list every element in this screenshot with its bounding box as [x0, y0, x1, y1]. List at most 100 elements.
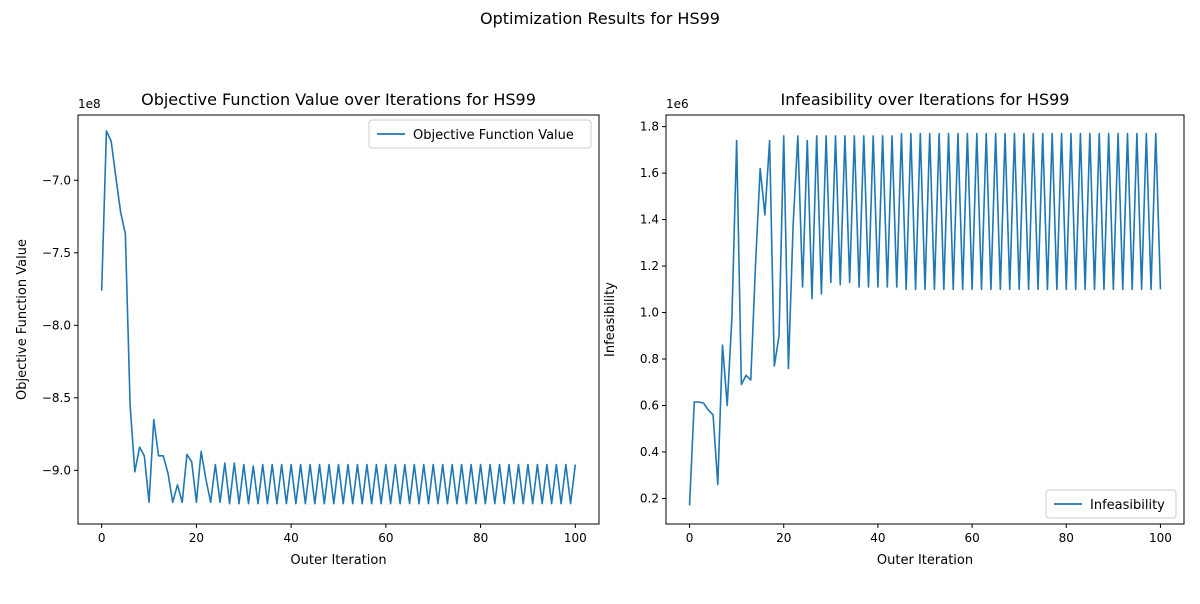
x-tick-label: 0 — [686, 531, 694, 545]
data-point — [480, 464, 482, 466]
data-point — [271, 464, 273, 466]
data-point — [863, 135, 865, 137]
data-point — [357, 464, 359, 466]
data-point — [835, 135, 837, 137]
data-point — [110, 140, 112, 142]
x-tick-label: 0 — [98, 531, 106, 545]
data-point — [1009, 288, 1011, 290]
data-point — [376, 464, 378, 466]
data-point — [712, 414, 714, 416]
data-point — [418, 503, 420, 505]
data-point — [167, 472, 169, 474]
data-point — [380, 503, 382, 505]
data-point — [854, 135, 856, 137]
series-line — [100, 130, 577, 505]
data-point — [891, 135, 893, 137]
data-point — [943, 288, 945, 290]
data-point — [148, 501, 150, 503]
data-point — [844, 135, 846, 137]
data-point — [428, 503, 430, 505]
data-point — [882, 135, 884, 137]
data-point — [1117, 133, 1119, 135]
axes-frame — [77, 114, 600, 525]
data-point — [934, 288, 936, 290]
data-point — [952, 288, 954, 290]
data-point — [887, 286, 889, 288]
data-point — [546, 464, 548, 466]
data-point — [1023, 133, 1025, 135]
data-point — [1028, 288, 1030, 290]
y-axis-label: Infeasibility — [603, 282, 618, 357]
data-point — [134, 471, 136, 473]
data-point — [494, 503, 496, 505]
data-point — [1070, 133, 1072, 135]
data-point — [200, 451, 202, 453]
data-point — [726, 405, 728, 407]
y-tick-label: −8.5 — [42, 391, 71, 405]
data-point — [755, 265, 757, 267]
data-point — [915, 288, 917, 290]
data-point — [570, 503, 572, 505]
y-tick-label: 1.8 — [640, 120, 659, 134]
data-point — [451, 464, 453, 466]
x-tick-label: 20 — [776, 531, 791, 545]
data-point — [243, 464, 245, 466]
data-point — [470, 464, 472, 466]
data-point — [1037, 288, 1039, 290]
data-point — [689, 505, 691, 507]
data-point — [985, 133, 987, 135]
data-point — [172, 501, 174, 503]
data-point — [447, 503, 449, 505]
data-point — [1141, 288, 1143, 290]
data-point — [333, 503, 335, 505]
data-point — [802, 286, 804, 288]
data-point — [783, 135, 785, 137]
data-point — [532, 503, 534, 505]
data-point — [957, 133, 959, 135]
data-point — [210, 501, 212, 503]
data-point — [741, 384, 743, 386]
data-point — [181, 501, 183, 503]
data-point — [499, 464, 501, 466]
data-point — [234, 462, 236, 464]
data-point — [830, 282, 832, 284]
data-point — [990, 288, 992, 290]
data-point — [1018, 288, 1020, 290]
data-point — [995, 133, 997, 135]
data-point — [342, 503, 344, 505]
data-point — [948, 133, 950, 135]
data-point — [229, 503, 231, 505]
data-point — [409, 503, 411, 505]
chart-title: Infeasibility over Iterations for HS99 — [781, 90, 1070, 109]
data-point — [205, 478, 207, 480]
data-point — [432, 464, 434, 466]
data-point — [872, 135, 874, 137]
data-point — [858, 286, 860, 288]
y-tick-label: 0.8 — [640, 352, 659, 366]
series-line — [688, 132, 1162, 506]
data-point — [981, 288, 983, 290]
data-point — [929, 133, 931, 135]
data-point — [139, 446, 141, 448]
data-point — [1150, 288, 1152, 290]
data-point — [717, 484, 719, 486]
data-point — [901, 133, 903, 135]
data-point — [423, 464, 425, 466]
data-point — [300, 464, 302, 466]
x-tick-label: 40 — [283, 531, 298, 545]
data-point — [698, 401, 700, 403]
data-point — [281, 464, 283, 466]
x-tick-label: 80 — [1059, 531, 1074, 545]
data-point — [286, 503, 288, 505]
data-point — [849, 282, 851, 284]
data-point — [1004, 133, 1006, 135]
data-point — [385, 464, 387, 466]
data-point — [101, 290, 103, 292]
data-point — [371, 503, 373, 505]
y-tick-label: −7.0 — [42, 173, 71, 187]
y-tick-label: 0.6 — [640, 398, 659, 412]
x-tick-label: 100 — [1149, 531, 1172, 545]
data-point — [537, 464, 539, 466]
x-tick-label: 100 — [564, 531, 587, 545]
